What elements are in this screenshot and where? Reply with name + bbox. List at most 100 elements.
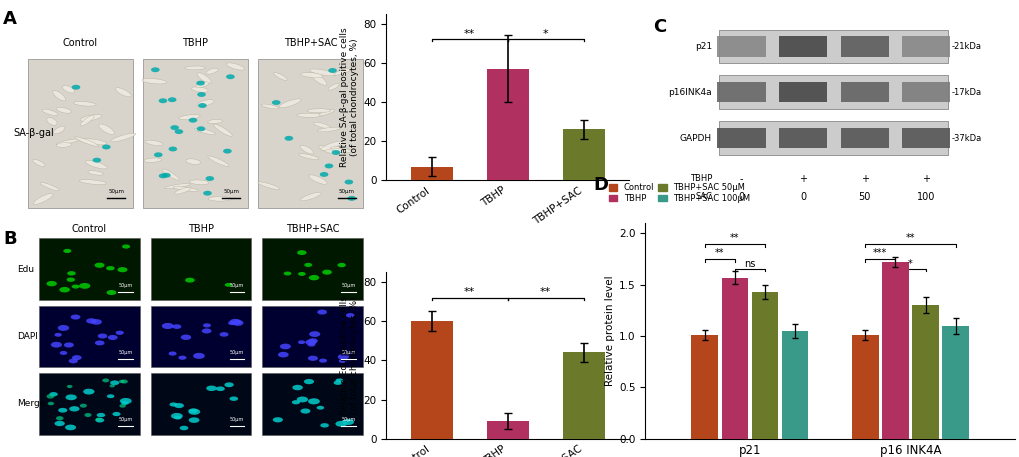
Circle shape — [71, 85, 81, 90]
Ellipse shape — [47, 394, 54, 399]
Ellipse shape — [174, 187, 191, 194]
Text: 50μm: 50μm — [223, 189, 239, 193]
Ellipse shape — [78, 283, 91, 289]
Text: 0: 0 — [738, 192, 744, 202]
Ellipse shape — [67, 271, 75, 276]
Ellipse shape — [313, 122, 330, 128]
Circle shape — [189, 118, 197, 122]
Circle shape — [284, 136, 292, 141]
Ellipse shape — [142, 79, 167, 84]
Ellipse shape — [219, 332, 228, 337]
Circle shape — [154, 152, 162, 157]
Text: **: ** — [714, 248, 723, 258]
FancyBboxPatch shape — [29, 58, 132, 208]
Ellipse shape — [174, 403, 183, 408]
FancyBboxPatch shape — [779, 82, 826, 102]
Circle shape — [203, 191, 212, 196]
Text: ns: ns — [744, 259, 755, 269]
Ellipse shape — [66, 277, 75, 282]
Ellipse shape — [317, 309, 327, 314]
Ellipse shape — [331, 149, 351, 153]
Ellipse shape — [208, 156, 228, 166]
Ellipse shape — [69, 406, 79, 411]
Ellipse shape — [189, 417, 200, 423]
Ellipse shape — [115, 88, 131, 97]
Text: +: + — [860, 174, 868, 184]
Text: 50: 50 — [858, 192, 870, 202]
Text: Control: Control — [71, 224, 107, 234]
Ellipse shape — [48, 402, 54, 405]
Ellipse shape — [122, 244, 130, 249]
FancyBboxPatch shape — [262, 239, 363, 300]
Ellipse shape — [54, 333, 62, 337]
Ellipse shape — [95, 340, 104, 345]
Ellipse shape — [58, 408, 67, 413]
Ellipse shape — [338, 359, 346, 363]
Text: Merge: Merge — [17, 399, 46, 409]
Ellipse shape — [178, 115, 200, 120]
Circle shape — [168, 147, 177, 151]
Text: 50μm: 50μm — [229, 282, 244, 287]
Ellipse shape — [335, 421, 346, 427]
Ellipse shape — [120, 379, 127, 383]
Text: p16INK4a: p16INK4a — [667, 88, 711, 97]
Text: 50μm: 50μm — [229, 417, 244, 422]
Ellipse shape — [168, 351, 176, 356]
Ellipse shape — [298, 340, 305, 344]
Ellipse shape — [208, 197, 231, 201]
Circle shape — [205, 176, 214, 181]
Circle shape — [226, 74, 234, 79]
Ellipse shape — [292, 385, 303, 390]
Text: TBHP+SAC: TBHP+SAC — [283, 38, 337, 48]
Ellipse shape — [184, 66, 205, 70]
Ellipse shape — [189, 409, 200, 415]
Ellipse shape — [192, 87, 208, 92]
Ellipse shape — [72, 355, 82, 360]
Ellipse shape — [49, 392, 58, 396]
Circle shape — [159, 174, 167, 178]
Ellipse shape — [81, 115, 94, 126]
Text: -: - — [739, 174, 743, 184]
Ellipse shape — [345, 313, 355, 318]
Ellipse shape — [193, 353, 205, 359]
Ellipse shape — [56, 139, 79, 145]
Ellipse shape — [178, 356, 186, 360]
FancyBboxPatch shape — [39, 306, 140, 367]
Text: B: B — [3, 230, 16, 248]
Ellipse shape — [117, 267, 127, 272]
Ellipse shape — [59, 287, 70, 292]
FancyBboxPatch shape — [840, 128, 888, 148]
Ellipse shape — [67, 385, 72, 388]
FancyBboxPatch shape — [718, 30, 948, 64]
Ellipse shape — [47, 117, 57, 125]
Ellipse shape — [54, 421, 65, 426]
Text: TBHP: TBHP — [689, 175, 711, 183]
Ellipse shape — [333, 68, 352, 75]
Ellipse shape — [322, 270, 331, 275]
Circle shape — [324, 164, 333, 169]
Text: -17kDa: -17kDa — [951, 88, 981, 97]
Ellipse shape — [196, 82, 209, 88]
Circle shape — [319, 172, 328, 177]
Circle shape — [347, 196, 356, 201]
Circle shape — [272, 100, 280, 105]
Ellipse shape — [184, 278, 195, 282]
Ellipse shape — [337, 263, 345, 267]
Circle shape — [344, 180, 353, 185]
Ellipse shape — [97, 413, 105, 417]
Text: 50μm: 50μm — [341, 282, 356, 287]
Ellipse shape — [109, 384, 115, 388]
Text: **: ** — [464, 287, 475, 297]
FancyBboxPatch shape — [39, 373, 140, 435]
Ellipse shape — [304, 379, 314, 384]
Text: A: A — [3, 10, 17, 27]
Ellipse shape — [283, 271, 291, 276]
FancyBboxPatch shape — [262, 373, 363, 435]
Ellipse shape — [108, 335, 117, 340]
Ellipse shape — [319, 110, 334, 116]
Circle shape — [93, 158, 101, 163]
Bar — [881, 262, 908, 439]
Ellipse shape — [342, 419, 354, 425]
Ellipse shape — [224, 283, 232, 287]
Text: 50μm: 50μm — [341, 417, 356, 422]
